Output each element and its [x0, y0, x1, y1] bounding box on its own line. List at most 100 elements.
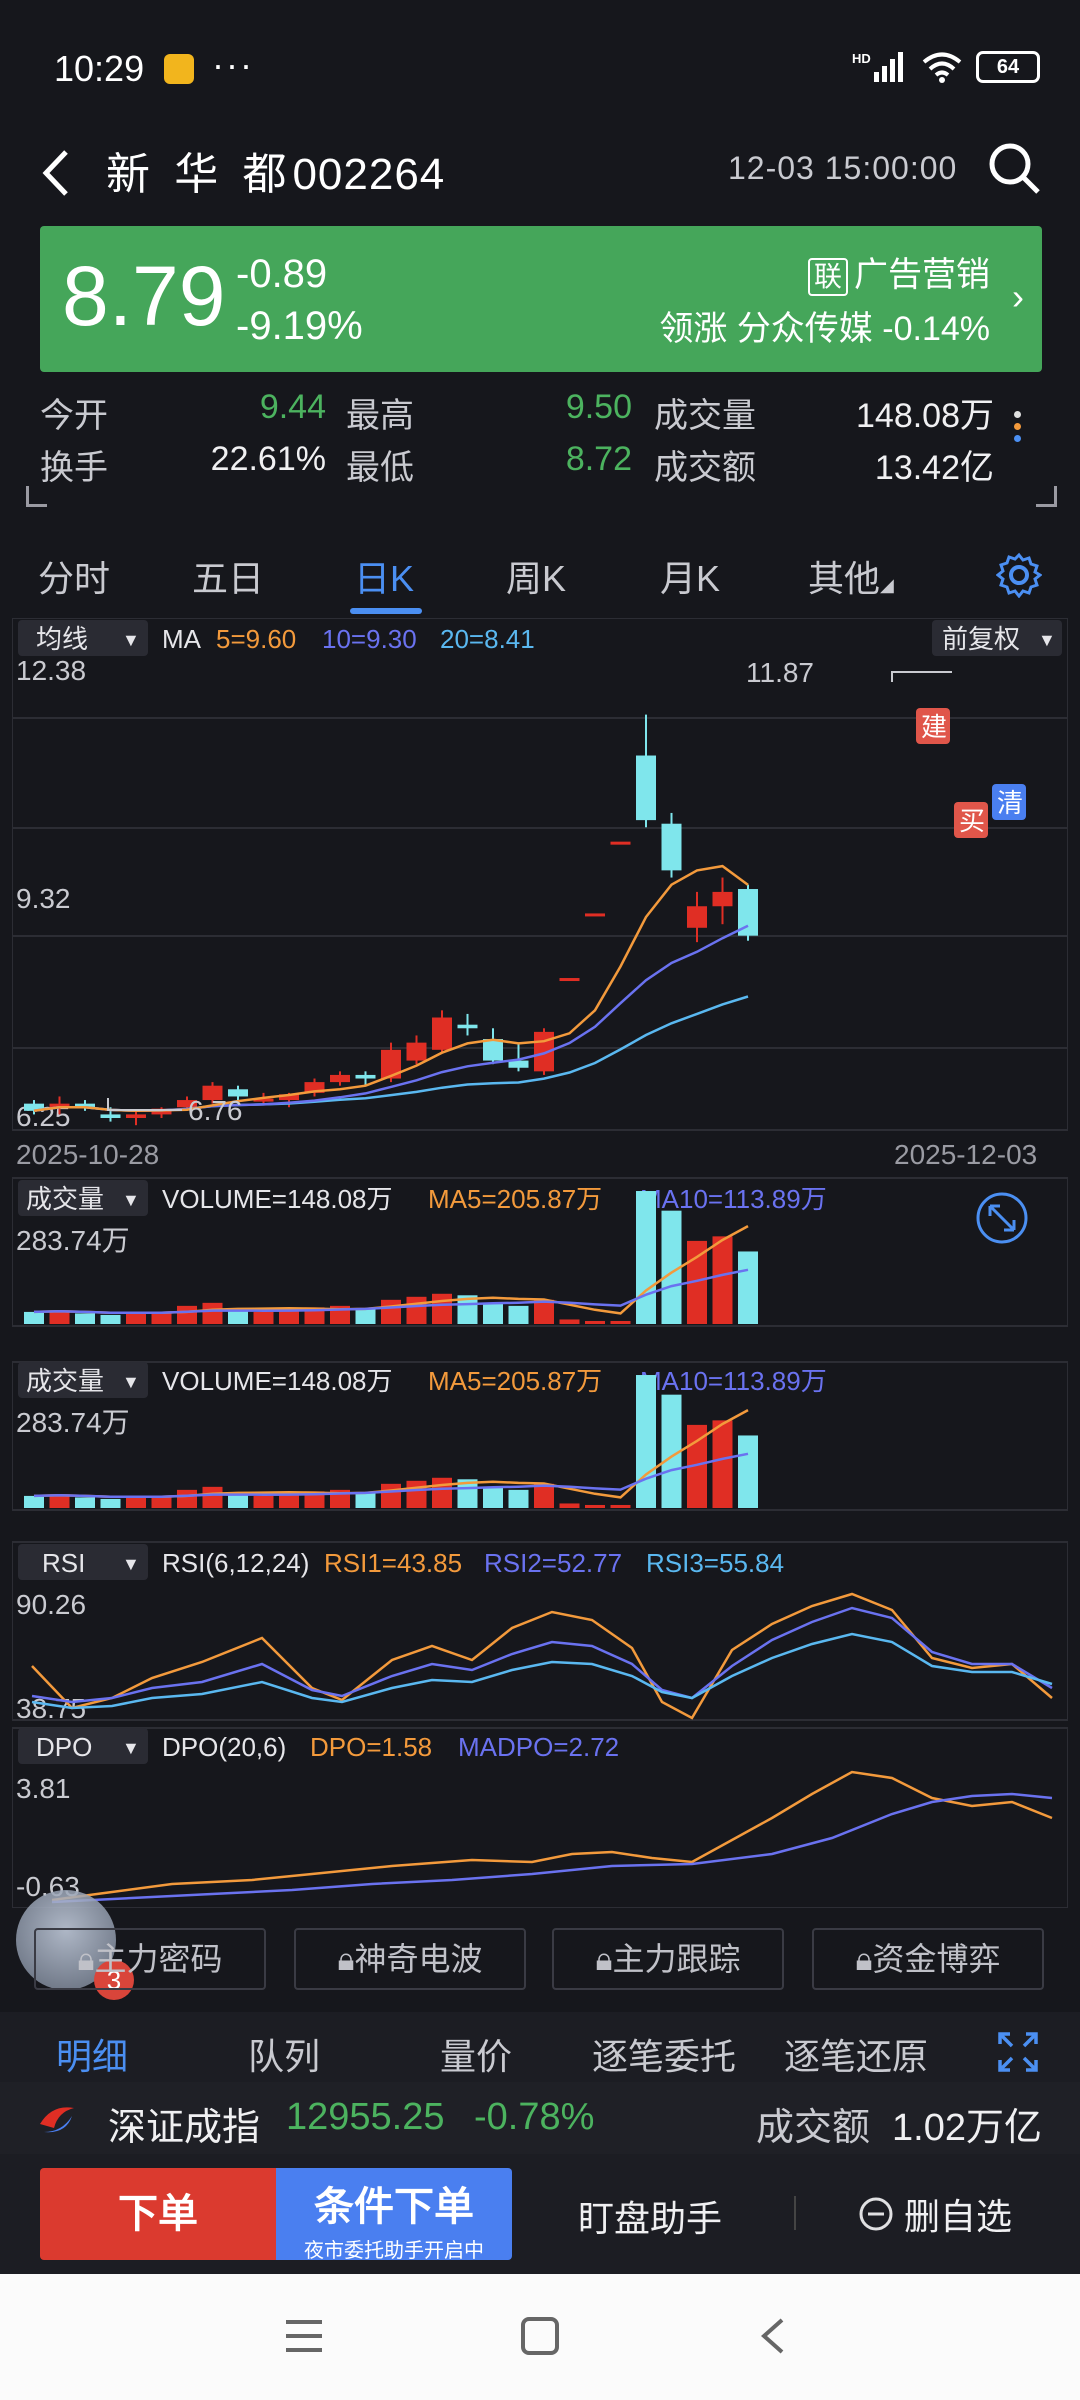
rsi-selector[interactable] [18, 1544, 148, 1580]
back-nav-icon[interactable] [758, 2316, 788, 2356]
candle [661, 823, 682, 871]
watch-assistant-button[interactable]: 盯盘助手 [578, 2198, 723, 2239]
volume-bar [49, 1494, 70, 1508]
volume-bar [126, 1313, 146, 1324]
candle [406, 1042, 427, 1061]
dpo-line [51, 1770, 1053, 1902]
index-value: 12955.25 [286, 2096, 445, 2138]
gear-icon[interactable] [996, 552, 1042, 598]
index-ticker[interactable]: 深证成指 12955.25 -0.78% 成交额 1.02万亿 [0, 2082, 1080, 2154]
tag-buy[interactable] [954, 802, 988, 838]
volume-bar [610, 1504, 631, 1508]
volume-bar [738, 1435, 758, 1508]
search-icon[interactable] [986, 140, 1042, 196]
svg-text:HD: HD [852, 51, 871, 66]
tool-main-password[interactable]: 🔒︎主力密码 [34, 1928, 266, 1990]
expand-arrows-icon [988, 1204, 1016, 1232]
lock-icon: 🔒︎ [595, 1941, 613, 1977]
candle [636, 755, 656, 821]
concept-info[interactable]: 联广告营销 领涨 分众传媒 -0.14% [659, 256, 990, 348]
tab-monthly-k[interactable]: 月K [660, 558, 721, 599]
dpo-axis-top: 3.81 [16, 1773, 71, 1804]
adjust-selector[interactable] [932, 620, 1062, 656]
low-marker-line [107, 1098, 182, 1111]
remove-watchlist-button[interactable]: 删自选 [858, 2188, 1012, 2240]
tool-magic-wave[interactable]: 🔒︎神奇电波 [294, 1928, 526, 1990]
stock-chart[interactable]: 均线 ▼ MA 5=9.60 10=9.30 20=8.41 前复权 ▼ 12.… [12, 618, 1068, 1908]
volume-bar [228, 1310, 248, 1324]
volume-bar [49, 1310, 70, 1324]
rsi3-value: RSI3=55.84 [646, 1548, 784, 1578]
tag-clear[interactable] [992, 784, 1026, 820]
volume-value: VOLUME=148.08万 [162, 1184, 393, 1214]
volume-bar [406, 1480, 427, 1508]
dpo-selector[interactable] [18, 1728, 148, 1764]
index-amount: 1.02万亿 [892, 2107, 1042, 2149]
tab-other[interactable]: 其他◢ [808, 558, 894, 599]
dpo-selector-label: DPO [36, 1732, 92, 1762]
candle [49, 1103, 70, 1108]
volume-bar [151, 1311, 172, 1324]
tab-order-by-order[interactable]: 逐笔委托 [592, 2036, 737, 2077]
ma-selector[interactable] [18, 620, 148, 656]
volume-bar [712, 1236, 733, 1324]
tab-tick-replay[interactable]: 逐笔还原 [784, 2036, 929, 2077]
low-value: 8.72 [565, 440, 632, 478]
volume-axis-top: 283.74万 [16, 1407, 130, 1438]
tag-clear-label: 清 [997, 788, 1023, 818]
rsi3-line [31, 1632, 1053, 1710]
tab-intraday[interactable]: 分时 [38, 558, 111, 599]
menu-icon[interactable] [284, 2318, 324, 2354]
stock-title: 新 华 都002264 [106, 150, 446, 199]
candle [381, 1049, 401, 1079]
tab-daily-k[interactable]: 日K [354, 558, 415, 599]
volume-bar [559, 1503, 580, 1508]
tag-build-label: 建 [921, 712, 947, 742]
volume-bar [126, 1497, 146, 1508]
volume-selector-2[interactable] [18, 1362, 148, 1398]
candle [432, 1017, 452, 1050]
tab-detail[interactable]: 明细 [56, 2036, 129, 2077]
candle [559, 978, 580, 982]
volume-bar [177, 1489, 197, 1508]
back-icon[interactable] [38, 148, 72, 198]
volume-bar [483, 1302, 503, 1324]
tab-weekly-k[interactable]: 周K [506, 558, 567, 599]
tab-volume-price[interactable]: 量价 [440, 2036, 513, 2077]
order-button[interactable]: 下单 [40, 2168, 276, 2260]
volume-bar [661, 1210, 682, 1324]
price-change: -0.89 -9.19% [236, 252, 363, 348]
candle [712, 891, 733, 907]
tag-build[interactable] [916, 708, 950, 744]
index-logo-icon [40, 2107, 74, 2133]
candle [279, 1094, 299, 1101]
volume-ma10: MA10=113.89万 [640, 1184, 827, 1214]
price-card[interactable]: 8.79 -0.89 -9.19% 联广告营销 领涨 分众传媒 -0.14% › [40, 226, 1042, 372]
volume-selector[interactable] [18, 1180, 148, 1216]
conditional-order-button[interactable]: 条件下单 夜市委托助手开启中 [276, 2168, 512, 2262]
volume-bar [355, 1492, 376, 1508]
quote-stats: 今开 9.44 最高 9.50 成交量 148.08万 换手 22.61% 最低… [40, 388, 994, 487]
tag-buy-label: 买 [959, 806, 985, 836]
tab-five-day[interactable]: 五日 [192, 558, 265, 599]
volume-bar [202, 1302, 223, 1324]
expand-icon[interactable] [996, 2030, 1040, 2074]
volume-bar [75, 1313, 95, 1324]
home-icon[interactable] [520, 2316, 560, 2356]
ma20-value: 20=8.41 [440, 624, 535, 654]
volume-bar [381, 1483, 401, 1508]
more-icon[interactable] [1014, 406, 1022, 447]
low-marker: 6.76 [188, 1095, 243, 1126]
tool-main-tracking[interactable]: 🔒︎主力跟踪 [552, 1928, 784, 1990]
volume-bar [457, 1295, 478, 1324]
chevron-right-icon: › [1012, 276, 1024, 317]
candle [610, 841, 631, 845]
candle [687, 906, 707, 928]
volume-bar [75, 1497, 95, 1508]
fullscreen-icon[interactable] [976, 1192, 1028, 1244]
candles [24, 714, 758, 1126]
high-value: 9.50 [565, 388, 632, 426]
tab-queue[interactable]: 队列 [248, 2036, 321, 2077]
tool-fund-game[interactable]: 🔒︎资金博弈 [812, 1928, 1044, 1990]
ma10-value: 10=9.30 [322, 624, 417, 654]
